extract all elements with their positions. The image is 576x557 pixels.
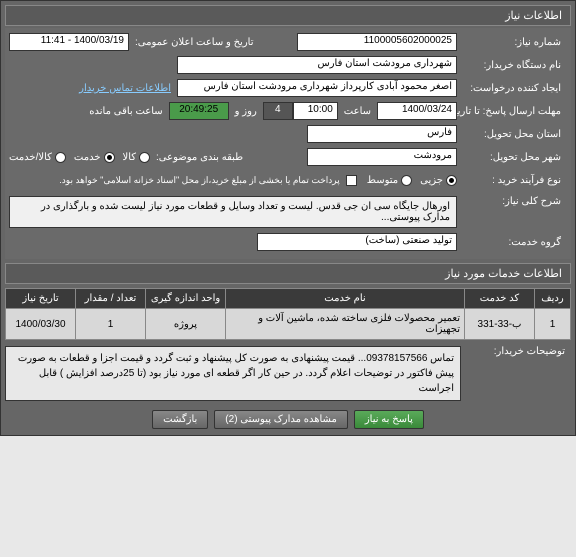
remaining-label: ساعت باقی مانده xyxy=(83,106,168,117)
service-group-label: گروه خدمت: xyxy=(457,237,567,248)
td-date: 1400/03/30 xyxy=(6,309,76,340)
th-qty: تعداد / مقدار xyxy=(76,289,146,309)
table-row: 1 ب-33-331 تعمیر محصولات فلزی ساخته شده،… xyxy=(6,309,571,340)
time-label-1: ساعت xyxy=(338,106,377,117)
category-radio-group: کالا خدمت کالا/خدمت xyxy=(9,152,150,163)
buyer-org-label: نام دستگاه خریدار: xyxy=(457,60,567,71)
need-number-label: شماره نیاز: xyxy=(457,37,567,48)
deadline-time-field: 10:00 xyxy=(293,102,338,120)
service-group-field: تولید صنعتی (ساخت) xyxy=(257,233,457,251)
td-code: ب-33-331 xyxy=(465,309,535,340)
purchase-type-group: جزیی متوسط xyxy=(367,175,457,186)
radio-goods-label: کالا xyxy=(123,152,137,163)
buyer-info-link[interactable]: اطلاعات تماس خریدار xyxy=(73,83,177,94)
creator-label: ایجاد کننده درخواست: xyxy=(457,83,567,94)
radio-goods-service-circle xyxy=(55,152,66,163)
th-unit: واحد اندازه گیری xyxy=(146,289,226,309)
panel-title: اطلاعات نیاز xyxy=(5,5,571,26)
desc-label: شرح کلی نیاز: xyxy=(457,196,567,207)
city-label: شهر محل تحویل: xyxy=(457,152,567,163)
deadline-date-field: 1400/03/24 xyxy=(377,102,457,120)
radio-goods-service[interactable]: کالا/خدمت xyxy=(9,152,66,163)
days-label: روز و xyxy=(229,106,263,117)
radio-goods-circle xyxy=(139,152,150,163)
deadline-label: مهلت ارسال پاسخ: تا تاریخ: xyxy=(457,106,567,117)
th-name: نام خدمت xyxy=(226,289,465,309)
td-service-name: تعمیر محصولات فلزی ساخته شده، ماشین آلات… xyxy=(226,309,465,340)
purchase-type-label: نوع فرآیند خرید : xyxy=(457,175,567,186)
td-qty: 1 xyxy=(76,309,146,340)
th-code: کد خدمت xyxy=(465,289,535,309)
services-table: ردیف کد خدمت نام خدمت واحد اندازه گیری ت… xyxy=(5,288,571,340)
radio-medium[interactable]: متوسط xyxy=(367,175,412,186)
td-row: 1 xyxy=(535,309,571,340)
radio-small-label: جزیی xyxy=(420,175,443,186)
radio-small[interactable]: جزیی xyxy=(420,175,457,186)
radio-medium-circle xyxy=(401,175,412,186)
announce-field: 1400/03/19 - 11:41 xyxy=(9,33,129,51)
desc-text: اورهال جایگاه سی ان جی قدس. لیست و تعداد… xyxy=(9,196,457,228)
radio-goods[interactable]: کالا xyxy=(123,152,151,163)
back-button[interactable]: بازگشت xyxy=(152,410,208,429)
answer-button[interactable]: پاسخ به نیاز xyxy=(354,410,424,429)
radio-small-circle xyxy=(446,175,457,186)
buyer-org-field: شهرداری مرودشت استان فارس xyxy=(177,56,457,74)
province-label: استان محل تحویل: xyxy=(457,129,567,140)
radio-goods-service-label: کالا/خدمت xyxy=(9,152,52,163)
th-row: ردیف xyxy=(535,289,571,309)
need-number-field: 1100005602000025 xyxy=(297,33,457,51)
creator-field: اصغر محمود آبادی کارپرداز شهرداری مرودشت… xyxy=(177,79,457,97)
payment-note: پرداخت تمام یا بخشی از مبلغ خرید،از محل … xyxy=(59,175,345,186)
table-title: اطلاعات خدمات مورد نیاز xyxy=(5,263,571,284)
th-date: تاریخ نیاز xyxy=(6,289,76,309)
attachments-button[interactable]: مشاهده مدارک پیوستی (2) xyxy=(214,410,348,429)
payment-checkbox[interactable] xyxy=(346,175,357,186)
remaining-time-field: 20:49:25 xyxy=(169,102,229,120)
province-field: فارس xyxy=(307,125,457,143)
remaining-days-field: 4 xyxy=(263,102,293,120)
category-label: طبقه بندی موضوعی: xyxy=(150,152,249,163)
radio-service-label: خدمت xyxy=(74,152,101,163)
td-unit: پروژه xyxy=(146,309,226,340)
radio-service-circle xyxy=(104,152,115,163)
radio-service[interactable]: خدمت xyxy=(74,152,115,163)
city-field: مرودشت xyxy=(307,148,457,166)
buyer-desc-label: توضیحات خریدار: xyxy=(461,346,571,357)
buyer-desc-text: تماس 09378157566... قیمت پیشنهادی به صور… xyxy=(5,346,461,401)
radio-medium-label: متوسط xyxy=(367,175,398,186)
announce-label: تاریخ و ساعت اعلان عمومی: xyxy=(129,37,260,48)
